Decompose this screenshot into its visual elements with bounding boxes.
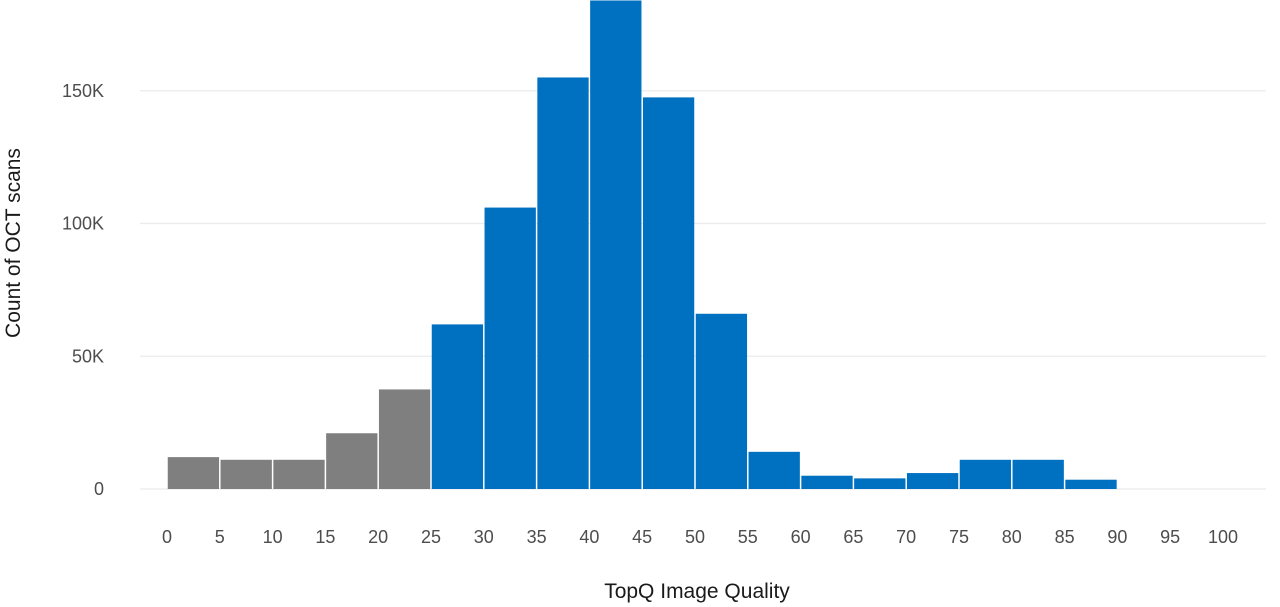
histogram-bar [695, 313, 748, 489]
x-tick-label: 30 [474, 527, 494, 547]
x-axis-tick-labels: 0 5 10 15 20 25 30 35 40 45 50 55 60 65 70 75 80 85 90 95 10… [162, 527, 1238, 547]
histogram-bar [854, 478, 906, 489]
histogram-bar [220, 459, 272, 489]
histogram-bar [748, 451, 800, 489]
x-tick-label: 0 [162, 527, 172, 547]
histogram-bar [484, 207, 536, 489]
x-tick-label: 90 [1107, 527, 1127, 547]
x-tick-label: 95 [1160, 527, 1180, 547]
x-tick-label: 80 [1002, 527, 1022, 547]
histogram-bar [642, 97, 695, 489]
y-axis-tick-labels: 0 50K 100K 150K [62, 81, 104, 499]
histogram-bar [537, 77, 589, 489]
histogram-bar [378, 389, 431, 489]
x-tick-label: 75 [949, 527, 969, 547]
x-tick-label: 25 [421, 527, 441, 547]
histogram-bar [590, 0, 642, 489]
histogram-bar [906, 473, 959, 489]
x-tick-label: 70 [896, 527, 916, 547]
x-tick-label: 5 [215, 527, 225, 547]
x-tick-label: 50 [685, 527, 705, 547]
x-tick-label: 10 [263, 527, 283, 547]
histogram-bar [959, 459, 1012, 489]
histogram-bar [167, 457, 220, 489]
x-tick-label: 45 [632, 527, 652, 547]
y-tick-label: 50K [72, 346, 104, 366]
y-tick-label: 150K [62, 81, 104, 101]
x-tick-label: 60 [791, 527, 811, 547]
x-tick-label: 65 [843, 527, 863, 547]
x-tick-label: 20 [368, 527, 388, 547]
histogram-bar [273, 459, 325, 489]
histogram-bar [801, 475, 853, 489]
x-tick-label: 35 [527, 527, 547, 547]
histogram-bar [326, 433, 378, 489]
x-tick-label: 40 [579, 527, 599, 547]
histogram-bar [1012, 459, 1064, 489]
x-tick-label: 15 [315, 527, 335, 547]
histogram-bar [431, 324, 484, 489]
x-axis-title: TopQ Image Quality [604, 580, 790, 603]
histogram-bar [1065, 479, 1117, 489]
x-tick-label: 55 [738, 527, 758, 547]
bars [167, 0, 1117, 489]
y-tick-label: 0 [94, 479, 104, 499]
x-tick-label: 85 [1055, 527, 1075, 547]
x-tick-label: 100 [1208, 527, 1238, 547]
y-tick-label: 100K [62, 214, 104, 234]
y-axis-title: Count of OCT scans [2, 148, 25, 338]
